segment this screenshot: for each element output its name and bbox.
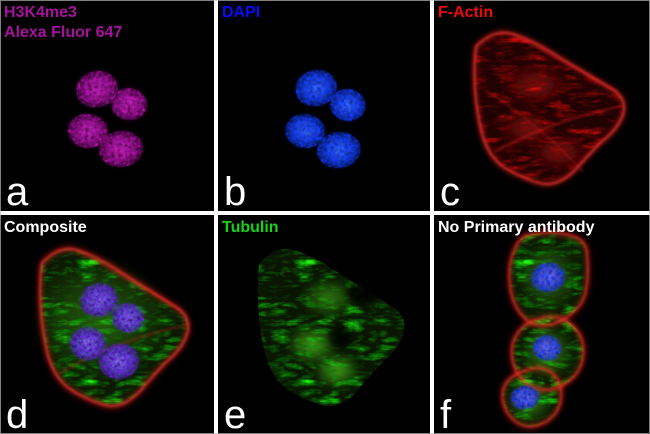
panel-letter: b [224,170,247,211]
micrograph-negative-control [500,231,590,429]
panel-c-factin: F-Actin c [434,0,650,211]
panel-label: Composite [4,218,87,238]
micrograph-blue-nuclei [283,67,368,171]
panel-letter: e [224,393,247,434]
panel-label-line: H3K4me3 [4,4,77,21]
panel-letter: f [440,393,452,434]
panel-label-line: Tubulin [222,219,279,236]
panel-letter: c [440,170,460,211]
panel-letter: d [6,393,29,434]
panel-label-line: DAPI [222,4,261,21]
panel-label: F-Actin [438,3,493,23]
panel-label-line: F-Actin [438,4,494,21]
panel-label-line: Alexa Fluor 647 [4,24,123,41]
panel-a-h3k4me3: H3K4me3 Alexa Fluor 647 a [0,0,214,211]
panel-label: No Primary antibody [438,218,594,238]
panel-label-line: No Primary antibody [438,219,595,236]
panel-label-line: Composite [4,219,87,236]
panel-label: DAPI [222,3,260,23]
micrograph-red-actin [472,30,626,186]
panel-label: Tubulin [222,218,279,238]
panel-label: H3K4me3 Alexa Fluor 647 [4,3,122,43]
panel-e-tubulin: Tubulin e [218,215,430,434]
panel-letter: a [6,170,29,211]
panel-d-composite: Composite d [0,215,214,434]
micrograph-composite [30,247,190,408]
panel-f-no-primary: No Primary antibody f [434,215,650,434]
micrograph-green-tubulin [257,248,405,407]
micrograph-magenta-nuclei [66,68,149,170]
panel-b-dapi: DAPI b [218,0,430,211]
